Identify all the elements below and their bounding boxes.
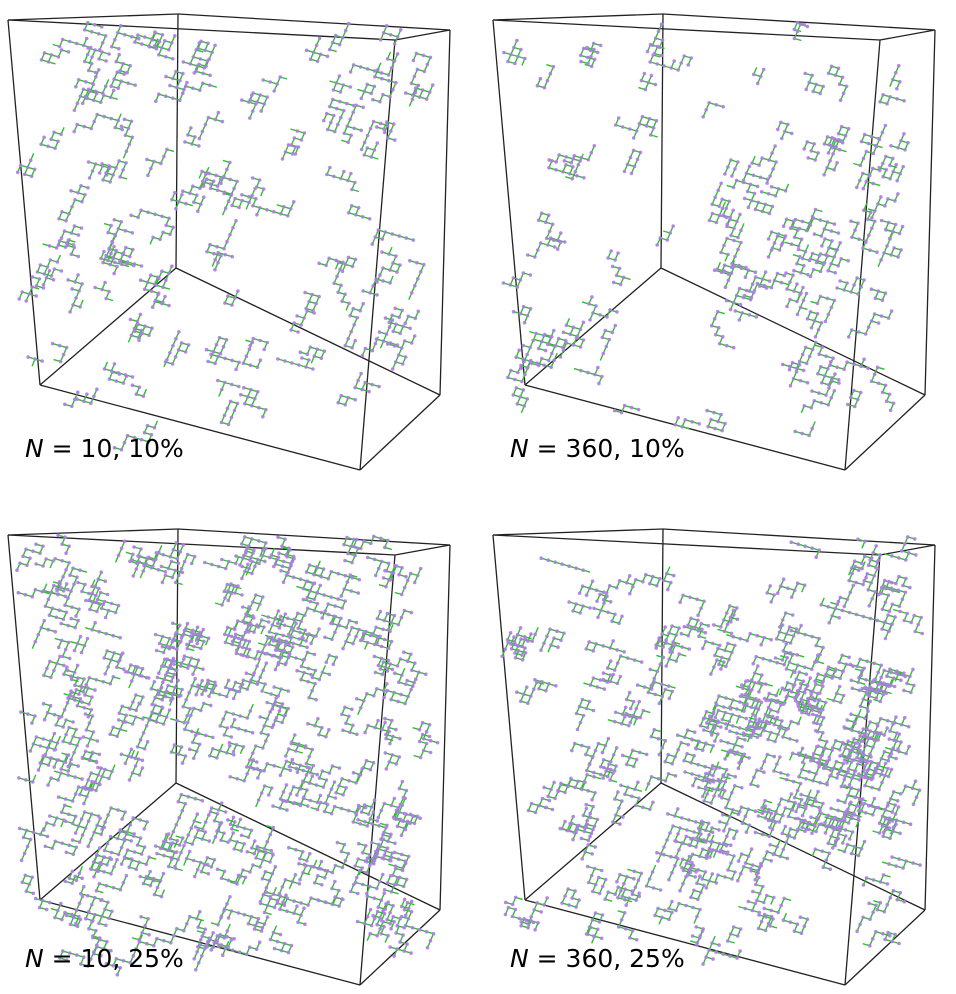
box-edge bbox=[924, 544, 936, 911]
box-edge bbox=[660, 267, 926, 396]
label-symbol: N bbox=[510, 434, 529, 463]
box-edge bbox=[492, 528, 664, 536]
box-edge bbox=[524, 899, 846, 986]
box-edge bbox=[660, 528, 664, 784]
panel-label: N = 360, 25% bbox=[510, 944, 685, 973]
polymer-bonds bbox=[17, 22, 434, 451]
box-edge bbox=[359, 909, 441, 986]
box-edge bbox=[492, 19, 526, 386]
polymer-beads bbox=[15, 533, 440, 977]
box-edge bbox=[492, 13, 664, 21]
simulation-box bbox=[7, 13, 451, 471]
box-edge bbox=[7, 528, 179, 536]
box-edge bbox=[39, 267, 177, 386]
box-edge bbox=[660, 13, 664, 269]
box-edge bbox=[7, 19, 41, 386]
box-edge bbox=[662, 528, 936, 546]
polymer-beads bbox=[501, 20, 910, 438]
box-edge bbox=[359, 394, 441, 471]
box-edge bbox=[7, 13, 179, 21]
box-edge bbox=[7, 534, 41, 901]
panel-label: N = 10, 25% bbox=[25, 944, 184, 973]
box-edge bbox=[175, 267, 441, 396]
label-symbol: N bbox=[25, 434, 44, 463]
box-edge bbox=[879, 29, 936, 41]
box-edge bbox=[439, 544, 451, 911]
polymer-beads bbox=[500, 535, 924, 966]
box-edge bbox=[7, 19, 396, 41]
box-edge bbox=[924, 29, 936, 396]
box-edge bbox=[177, 13, 451, 31]
box-edge bbox=[524, 267, 662, 386]
panel-label: N = 10, 10% bbox=[25, 434, 184, 463]
box-edge bbox=[844, 909, 926, 986]
label-text: = 10, 10% bbox=[44, 434, 184, 463]
label-text: = 10, 25% bbox=[44, 944, 184, 973]
box-edge bbox=[660, 782, 926, 911]
box-edge bbox=[524, 782, 662, 901]
box-edge bbox=[7, 534, 396, 556]
panel: N = 10, 25% bbox=[7, 528, 451, 986]
box-edge bbox=[492, 534, 881, 556]
box-edge bbox=[439, 29, 451, 396]
box-edge bbox=[879, 544, 936, 556]
box-edge bbox=[175, 782, 441, 911]
polymer-bonds bbox=[503, 21, 909, 437]
box-edge bbox=[394, 29, 451, 41]
simulation-box bbox=[492, 528, 936, 986]
box-edge bbox=[394, 544, 451, 556]
box-edge bbox=[177, 528, 451, 546]
label-text: = 360, 10% bbox=[529, 434, 685, 463]
box-edge bbox=[175, 13, 179, 269]
panel-label: N = 360, 10% bbox=[510, 434, 685, 463]
panel: N = 10, 10% bbox=[7, 13, 451, 471]
label-text: = 360, 25% bbox=[529, 944, 685, 973]
box-edge bbox=[492, 19, 881, 41]
box-edge bbox=[492, 534, 526, 901]
box-edge bbox=[844, 394, 926, 471]
box-edge bbox=[359, 39, 396, 471]
panel: N = 360, 25% bbox=[492, 528, 936, 986]
panel: N = 360, 10% bbox=[492, 13, 936, 471]
label-symbol: N bbox=[510, 944, 529, 973]
label-symbol: N bbox=[25, 944, 44, 973]
